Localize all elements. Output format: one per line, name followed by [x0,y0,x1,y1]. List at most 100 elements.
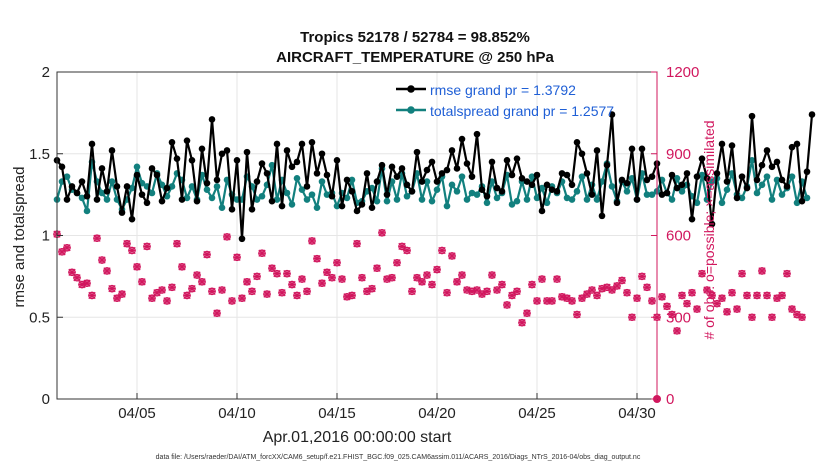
rmse-series-point [803,168,811,176]
obs-assimilated-marker [448,252,456,260]
rmse-series-point [418,178,426,185]
totalspread-series-point [298,186,306,194]
obs-assimilated-marker [158,286,166,294]
totalspread-series-point [513,197,521,205]
obs-assimilated-marker [633,294,641,302]
y-tick-label-right: 900 [666,146,691,163]
obs-assimilated-marker [138,278,146,286]
rmse-series-point [718,140,726,148]
rmse-series-point [573,139,581,146]
totalspread-series-point [83,207,91,215]
rmse-series-point [233,156,241,164]
rmse-series-point [778,176,786,184]
y-tick-label-left: 1.5 [29,146,50,163]
rmse-series-point [153,171,161,179]
rmse-series-point [673,184,681,192]
obs-assimilated-marker [683,299,691,308]
totalspread-series-point [768,196,776,203]
rmse-series-point [528,181,536,189]
y-tick-label-right: 1200 [666,64,699,81]
obs-assimilated-marker [163,297,171,305]
totalspread-series-point [148,189,156,197]
rmse-series-point [793,140,801,148]
rmse-series-point [563,171,571,179]
rmse-series-point [343,176,351,184]
obs-assimilated-marker [128,246,136,255]
rmse-series-point [753,176,761,184]
totalspread-series-point [463,196,471,203]
x-tick-label: 04/20 [418,405,456,422]
legend-spread-label: totalspread grand pr = 1.2577 [430,103,614,119]
rmse-series-point [253,178,261,185]
totalspread-series-point [508,201,516,208]
totalspread-series-point [773,176,781,184]
totalspread-series-point [748,156,756,164]
totalspread-series-point [758,181,766,189]
obs-assimilated-marker [298,275,306,283]
totalspread-series-point [458,173,466,180]
y-tick-label-left: 0 [42,391,50,408]
rmse-series-point [308,139,316,146]
totalspread-series-point [283,189,291,197]
obs-assimilated-marker [728,289,736,297]
totalspread-series-point [528,173,536,180]
x-tick-label: 04/15 [318,405,356,422]
rmse-series-point [353,207,361,215]
obs-assimilated-marker [73,274,81,282]
obs-assimilated-marker [568,297,576,305]
rmse-series-point [478,186,486,194]
rmse-series-point [213,176,221,184]
rmse-series-point [163,184,171,192]
obs-assimilated-marker [118,290,126,298]
obs-assimilated-marker [753,291,761,300]
obs-assimilated-marker [673,327,681,335]
y-tick-label-left: 0.5 [29,309,50,326]
rmse-series-point [228,206,236,213]
rmse-series-point [743,184,751,192]
rmse-series-point [638,145,646,153]
y-axis-left-label: rmse and totalspread [11,167,28,308]
obs-assimilated-marker [368,284,376,293]
rmse-series-point [703,174,711,182]
totalspread-series-point [483,199,491,207]
totalspread-series-point [158,181,166,189]
chart-title-line2: AIRCRAFT_TEMPERATURE @ 250 hPa [276,49,554,66]
rmse-series-point [523,178,531,185]
rmse-series-point [648,173,656,180]
rmse-series-point [548,186,556,194]
totalspread-series-point [778,191,786,198]
rmse-series-point [368,204,376,212]
totalspread-series-point [333,202,341,210]
obs-assimilated-marker [428,280,436,289]
rmse-series-point [248,206,256,213]
rmse-series-point [713,170,721,177]
rmse-series-point [333,156,341,164]
chart-title-line1: Tropics 52178 / 52784 = 98.852% [300,29,530,46]
totalspread-series-point [343,194,351,202]
obs-assimilated-marker [403,246,411,255]
obs-assimilated-marker [393,259,401,267]
rmse-series-point [643,176,651,184]
obs-assimilated-marker [303,287,311,296]
obs-assimilated-marker [538,275,546,283]
rmse-series-point [238,235,246,243]
obs-assimilated-marker [183,291,191,300]
totalspread-series-point [308,191,316,198]
rmse-series-point [553,188,561,195]
rmse-series-point [783,183,791,190]
x-axis-label: Apr.01,2016 00:00:00 start [263,429,452,446]
totalspread-series-point [708,178,716,185]
rmse-series-point [668,171,676,179]
totalspread-series-point [218,204,226,212]
rmse-series-point [338,202,346,210]
obs-assimilated-marker [443,289,451,297]
totalspread-series-point [648,191,656,198]
obs-assimilated-marker [208,287,216,296]
obs-assimilated-marker [88,291,96,300]
obs-assimilated-marker [668,310,676,319]
obs-assimilated-marker [173,239,181,248]
obs-assimilated-marker [58,248,66,256]
obs-assimilated-marker [708,291,716,300]
obs-assimilated-marker [663,302,671,311]
obs-assimilated-marker [693,305,701,313]
